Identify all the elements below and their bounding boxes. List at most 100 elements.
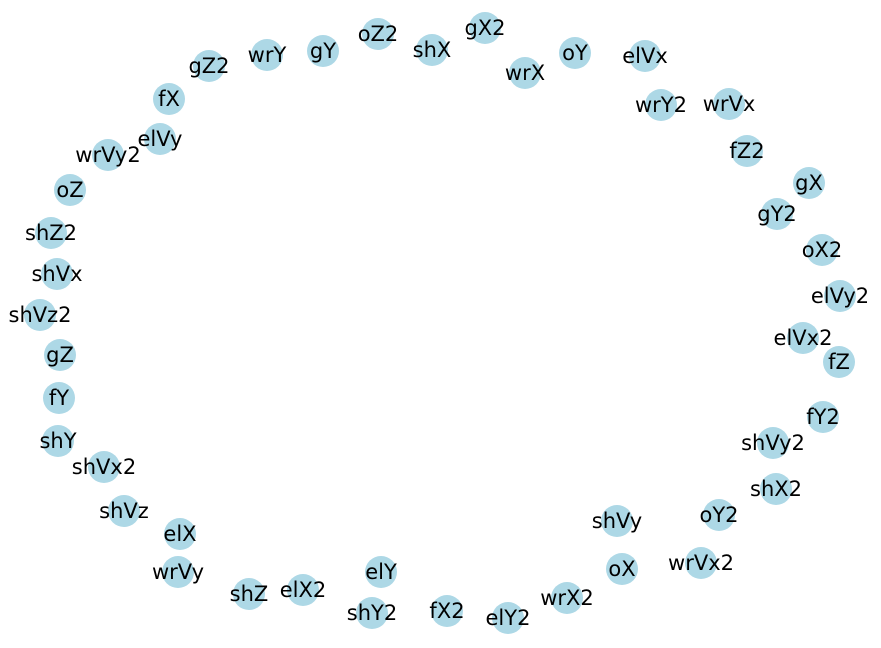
graph-node-shVx2: shVx2	[72, 451, 136, 483]
graph-node-oX: oX	[606, 553, 638, 585]
node-label: elVx2	[774, 326, 833, 350]
node-label: fZ	[828, 350, 850, 374]
node-circle	[162, 556, 194, 588]
graph-node-wrVx2: wrVx2	[668, 547, 734, 579]
node-circle	[806, 234, 838, 266]
node-label: elVy2	[811, 284, 869, 308]
graph-node-elY: elY	[365, 556, 397, 588]
graph-node-elVx: elVx	[622, 40, 668, 72]
node-circle	[793, 167, 825, 199]
node-circle	[824, 280, 856, 312]
graph-node-elX2: elX2	[280, 574, 327, 606]
graph-node-shVz: shVz	[99, 495, 149, 527]
node-label: shX2	[750, 477, 802, 501]
graph-node-shVy2: shVy2	[741, 427, 805, 459]
graph-node-oZ: oZ	[54, 174, 86, 206]
node-circle	[629, 40, 661, 72]
node-label: shVx2	[72, 455, 136, 479]
graph-node-elVy: elVy	[138, 123, 183, 155]
graph-node-shY: shY	[39, 425, 77, 457]
graph-node-shX: shX	[413, 34, 452, 66]
graph-node-wrX2: wrX2	[540, 582, 594, 614]
graph-node-fY: fY	[43, 382, 75, 414]
node-label: oZ2	[358, 22, 399, 46]
graph-node-shX2: shX2	[750, 473, 802, 505]
graph-node-wrVy: wrVy	[152, 556, 204, 588]
node-circle	[645, 89, 677, 121]
node-circle	[307, 35, 339, 67]
node-circle	[807, 401, 839, 433]
node-circle	[356, 597, 388, 629]
node-circle	[416, 34, 448, 66]
node-label: shVx	[31, 262, 82, 286]
node-circle	[144, 123, 176, 155]
node-circle	[685, 547, 717, 579]
graph-node-wrX: wrX	[505, 57, 545, 89]
graph-node-gX2: gX2	[464, 12, 506, 44]
node-label: wrY2	[635, 93, 687, 117]
node-circle	[365, 556, 397, 588]
node-label: shX	[413, 38, 452, 62]
node-circle	[492, 602, 524, 634]
graph-node-shY2: shY2	[347, 597, 397, 629]
node-circle	[559, 37, 591, 69]
node-label: elY	[365, 560, 397, 584]
graph-node-shVx: shVx	[31, 258, 83, 290]
graph-node-fY2: fY2	[806, 401, 840, 433]
graph-node-shZ2: shZ2	[25, 217, 77, 249]
node-label: elX	[163, 522, 196, 546]
node-label: elY2	[486, 606, 531, 630]
graph-node-gZ2: gZ2	[188, 50, 230, 82]
graph-node-oY: oY	[559, 37, 591, 69]
node-circle	[251, 39, 283, 71]
node-label: wrY	[248, 43, 287, 67]
node-circle	[43, 382, 75, 414]
node-label: fX	[158, 87, 180, 111]
node-label: oX2	[802, 238, 843, 262]
node-label: oZ	[56, 178, 83, 202]
node-label: shY2	[347, 601, 397, 625]
graph-node-wrY: wrY	[248, 39, 287, 71]
graph-node-shVz2: shVz2	[9, 299, 72, 331]
graph-node-shVy: shVy	[592, 505, 642, 537]
node-label: gZ2	[188, 54, 229, 78]
node-label: shVz2	[9, 303, 72, 327]
graph-node-gZ: gZ	[44, 339, 76, 371]
node-circle	[787, 322, 819, 354]
graph-node-gY: gY	[307, 35, 339, 67]
node-circle	[41, 258, 73, 290]
node-circle	[42, 425, 74, 457]
graph-node-wrVy2: wrVy2	[75, 139, 141, 171]
node-label: oY	[562, 41, 588, 65]
node-circle	[823, 346, 855, 378]
graph-node-oX2: oX2	[802, 234, 843, 266]
node-circle	[606, 553, 638, 585]
node-label: fZ2	[729, 139, 764, 163]
node-circle	[108, 495, 140, 527]
node-label: elVx	[622, 44, 668, 68]
node-circle	[713, 88, 745, 120]
graph-node-elVx2: elVx2	[774, 322, 833, 354]
graph-node-fZ2: fZ2	[729, 135, 765, 167]
node-circle	[761, 198, 793, 230]
node-circle	[92, 139, 124, 171]
graph-node-shZ: shZ	[230, 578, 268, 610]
node-circle	[54, 174, 86, 206]
node-label: gY2	[757, 202, 797, 226]
node-label: gY	[310, 39, 336, 63]
node-circle	[731, 135, 763, 167]
node-circle	[193, 50, 225, 82]
node-label: elX2	[280, 578, 327, 602]
node-circle	[551, 582, 583, 614]
node-label: elVy	[138, 127, 183, 151]
node-label: fY	[49, 386, 69, 410]
graph-node-wrY2: wrY2	[635, 89, 687, 121]
node-label: shZ2	[25, 221, 77, 245]
graph-node-fX: fX	[153, 83, 185, 115]
graph-node-elVy2: elVy2	[811, 280, 869, 312]
node-label: shVy2	[741, 431, 805, 455]
node-label: gX	[795, 171, 823, 195]
node-label: shY	[39, 429, 76, 453]
